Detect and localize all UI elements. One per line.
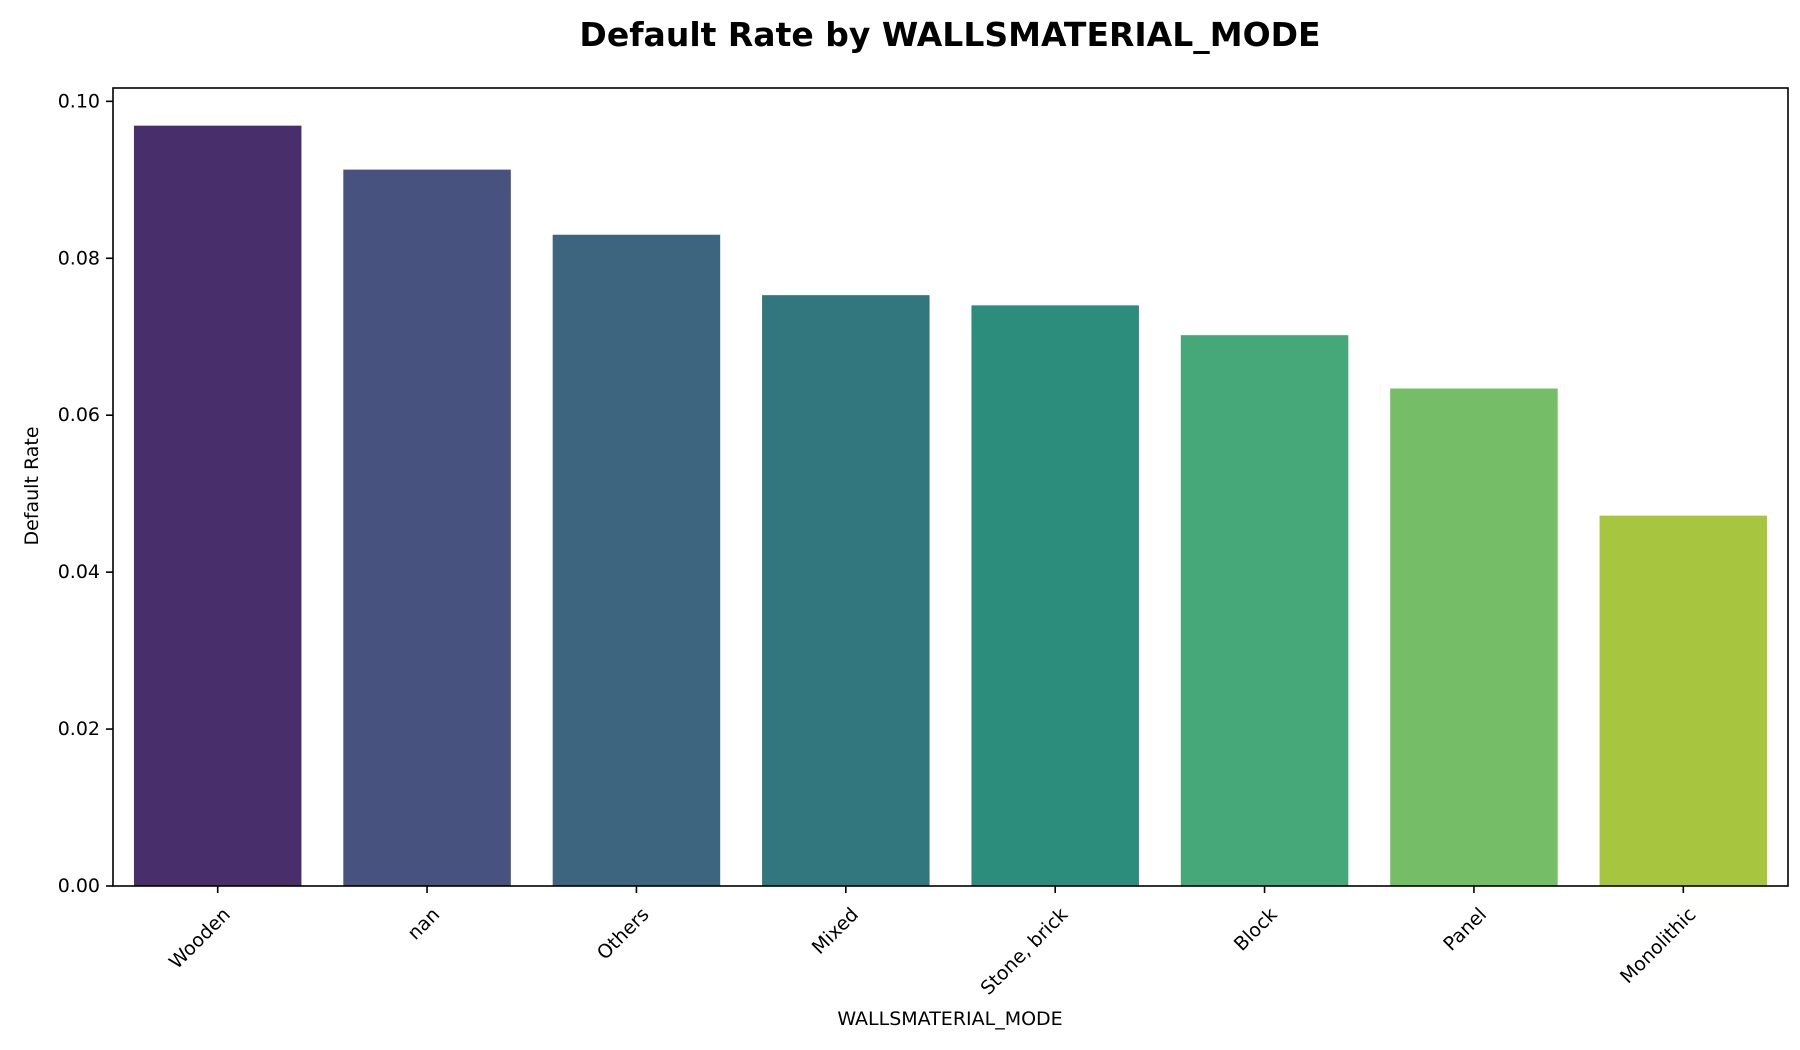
- x-tick-label: Wooden: [165, 904, 235, 974]
- x-tick-label: Stone, brick: [976, 904, 1072, 1000]
- chart-title: Default Rate by WALLSMATERIAL_MODE: [579, 15, 1320, 54]
- bar-monolithic: [1599, 515, 1768, 886]
- x-tick-label: Mixed: [808, 904, 863, 959]
- x-tick-label: Monolithic: [1616, 904, 1700, 988]
- y-tick-label: 0.00: [58, 875, 100, 897]
- x-tick-label: Panel: [1439, 904, 1491, 956]
- x-tick-label: Block: [1230, 904, 1282, 956]
- x-axis: Wooden nan Others Mixed Stone, brick Block Pan…: [165, 886, 1700, 999]
- y-tick-label: 0.04: [58, 561, 100, 583]
- y-tick-label: 0.08: [58, 247, 100, 269]
- bars-layer: [133, 125, 1768, 887]
- bar-panel: [1390, 388, 1558, 886]
- x-tick-label: Others: [593, 904, 654, 965]
- bar-others: [552, 234, 721, 886]
- bar-wooden: [133, 125, 302, 887]
- y-tick-label: 0.06: [58, 404, 100, 426]
- y-axis-label: Default Rate: [21, 426, 43, 545]
- y-axis: 0.00 0.02 0.04 0.06 0.08 0.10: [58, 90, 113, 897]
- bar-stone-brick: [971, 305, 1139, 886]
- y-tick-label: 0.02: [58, 718, 100, 740]
- bar-mixed: [762, 295, 930, 886]
- bar-block: [1180, 335, 1349, 886]
- bar-nan: [343, 169, 511, 886]
- x-tick-label: nan: [403, 904, 444, 945]
- y-tick-label: 0.10: [58, 90, 100, 112]
- x-axis-label: WALLSMATERIAL_MODE: [837, 1008, 1062, 1030]
- plot-frame: [112, 87, 1789, 887]
